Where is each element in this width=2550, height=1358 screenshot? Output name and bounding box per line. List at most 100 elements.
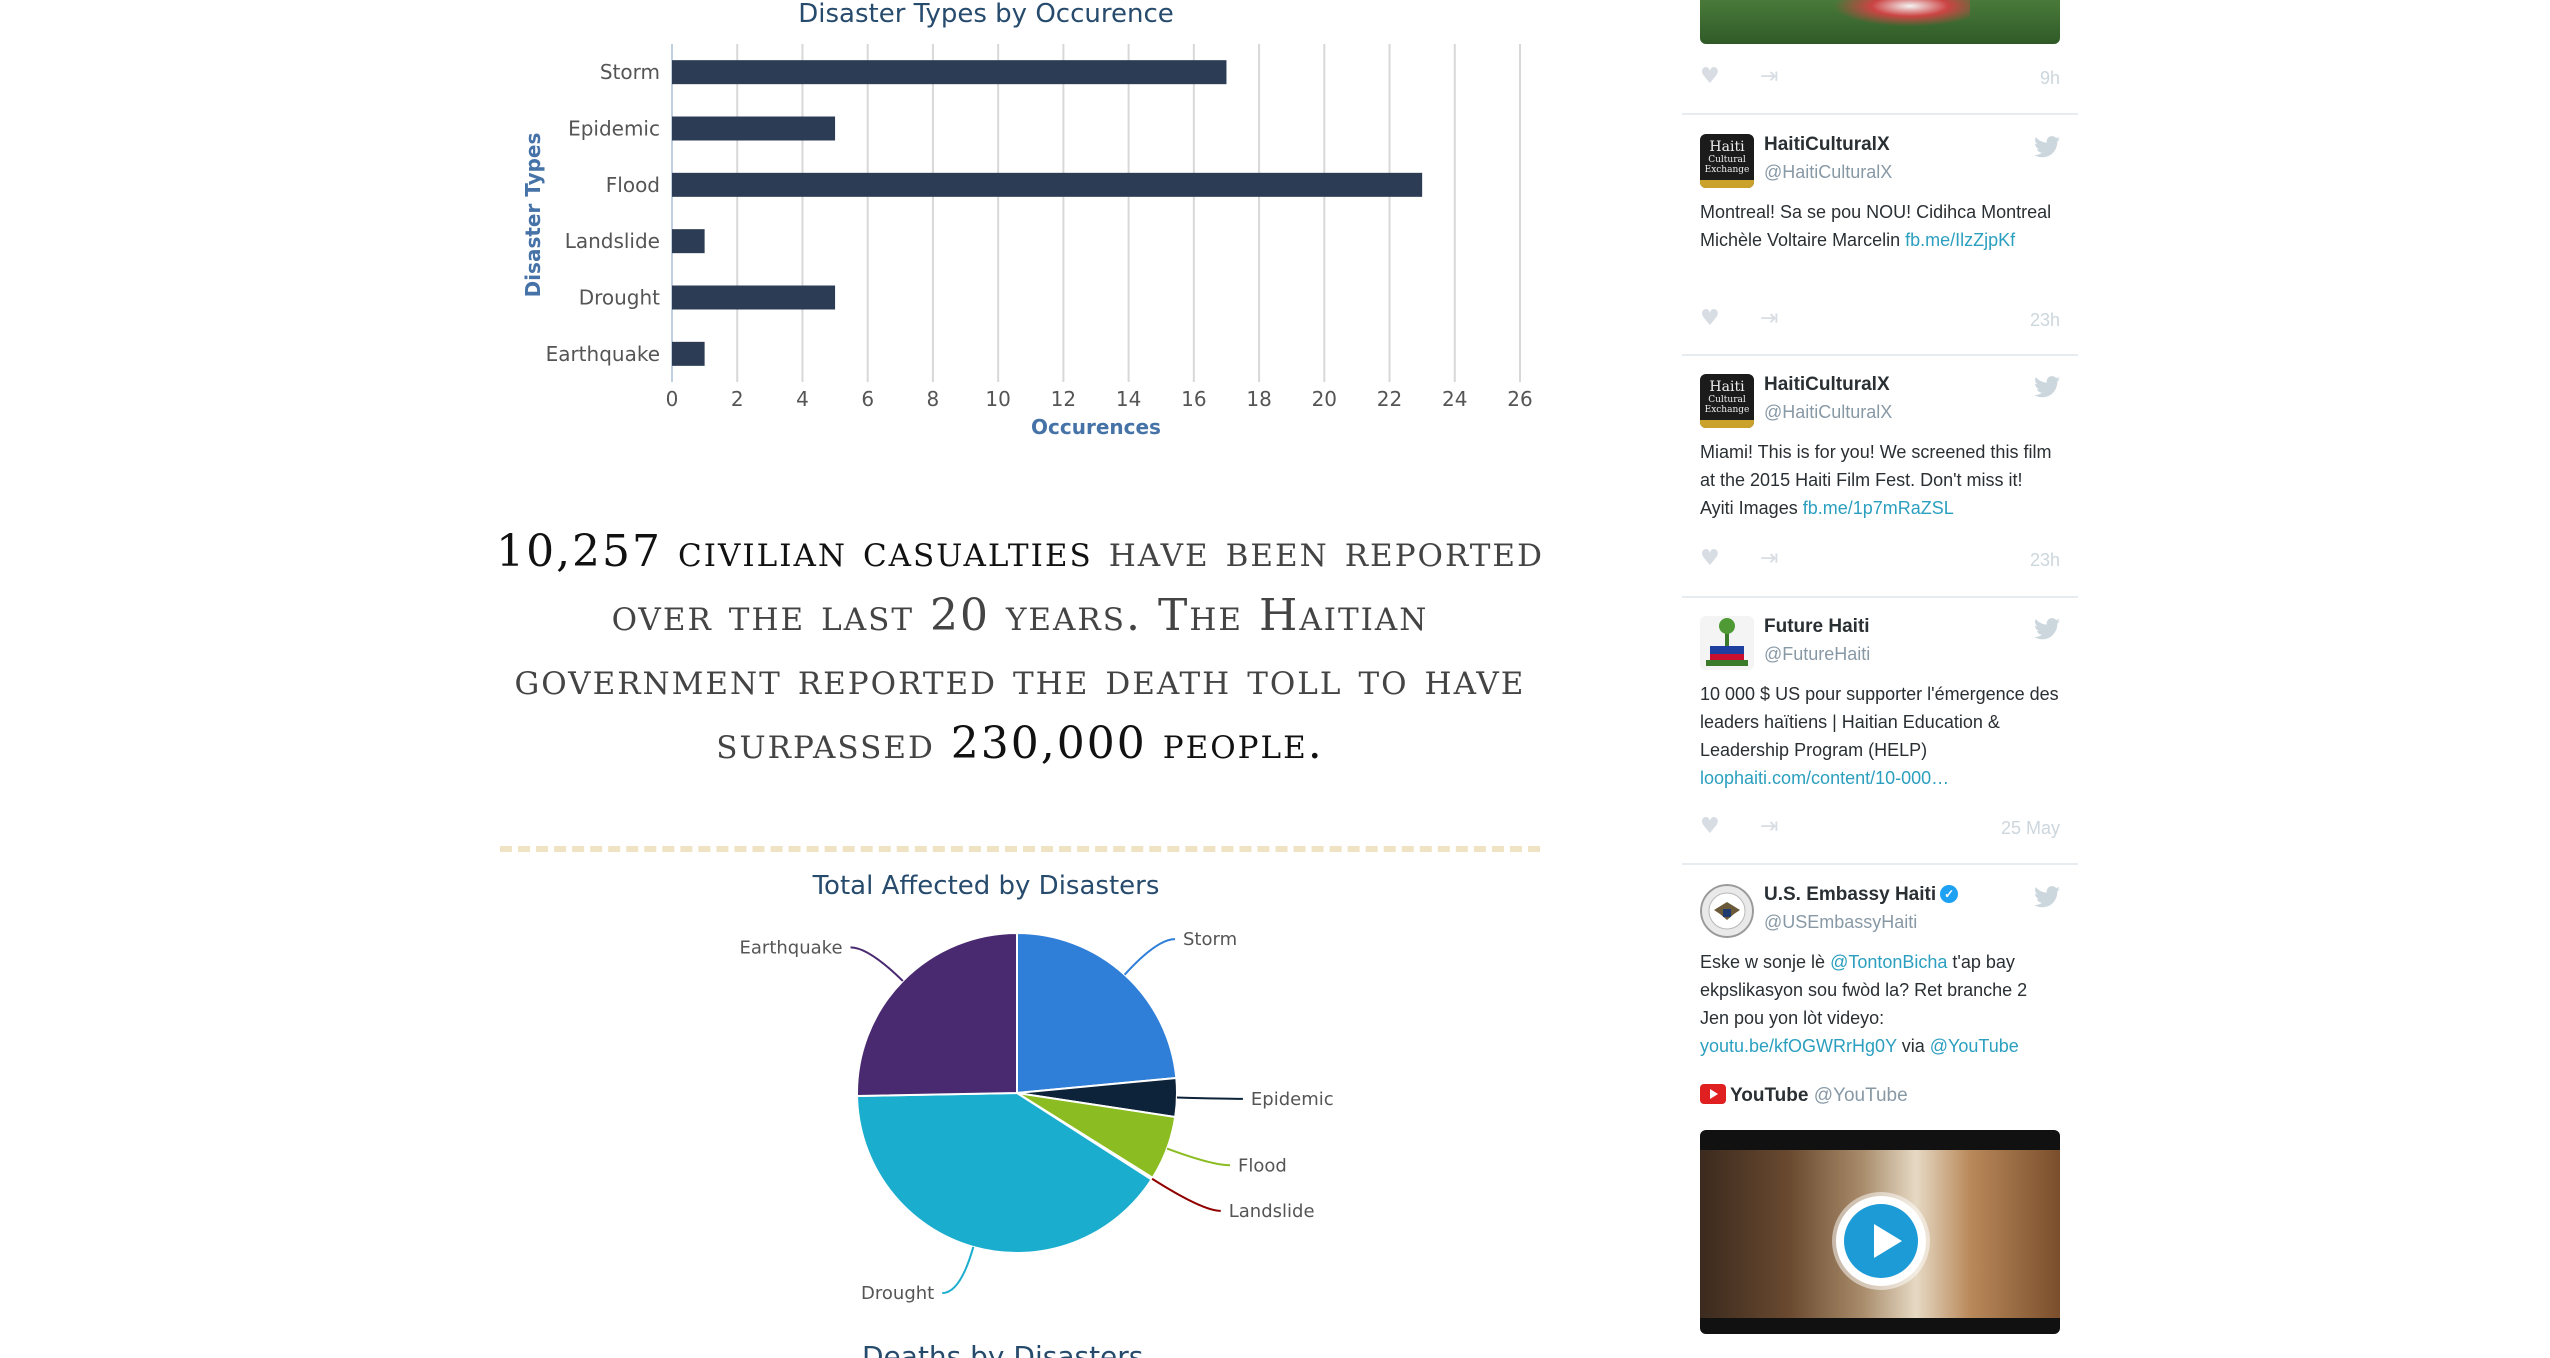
share-icon[interactable]: ⇥ [1760, 306, 1779, 331]
pie-connector [1176, 1096, 1243, 1100]
tweet-separator [1682, 596, 2078, 598]
pie-connector [850, 946, 904, 982]
tweet-link[interactable]: fb.me/IlzZjpKf [1905, 230, 2016, 250]
tweet-time[interactable]: 25 May [2000, 818, 2060, 838]
deaths-chart-title: Deaths by Disasters [862, 1340, 1144, 1358]
tweet-text: 10 000 $ US pour supporter l'émergence d… [1700, 684, 2059, 788]
y-category-label: Storm [600, 60, 660, 84]
x-tick-label: 2 [731, 387, 744, 411]
x-tick-label: 26 [1507, 387, 1532, 411]
haiti-coat-of-arms-icon [1700, 616, 1754, 670]
tweet-link[interactable]: fb.me/1p7mRaZSL [1802, 498, 1954, 518]
tweet[interactable]: U.S. Embassy Haiti ✓ @USEmbassyHaiti Eske… [1700, 884, 2060, 1344]
youtube-card-header[interactable]: YouTube @YouTube [1700, 1084, 1908, 1107]
x-tick-label: 6 [861, 387, 874, 411]
tweet-text: Miami! This is for you! We screened this… [1700, 442, 2052, 518]
bar-flood[interactable] [672, 172, 1423, 197]
bar-landslide[interactable] [672, 229, 705, 254]
tweet-separator [1682, 863, 2078, 865]
tweet-author-name[interactable]: HaitiCulturalX [1764, 374, 1890, 395]
share-icon[interactable]: ⇥ [1760, 546, 1779, 571]
tweet-author-handle[interactable]: @HaitiCulturalX [1764, 402, 1893, 422]
pie-slice-earthquake[interactable] [856, 931, 1018, 1098]
occurrence-bar-chart: Disaster Types by Occurence 0 2 4 6 8 10 12 14 1… [521, 0, 1533, 439]
twitter-bird-icon[interactable] [2034, 886, 2060, 908]
card-author-handle[interactable]: @YouTube [1813, 1085, 1908, 1106]
twitter-bird-icon[interactable] [2034, 618, 2060, 640]
tweet-author-handle[interactable]: @FutureHaiti [1764, 644, 1871, 664]
avatar[interactable]: Haiti Cultural Exchange [1700, 134, 1754, 188]
twitter-bird-icon[interactable] [2034, 376, 2060, 398]
tweet[interactable]: Haiti Cultural Exchange HaitiCulturalX @… [1700, 134, 2060, 334]
video-player[interactable] [1700, 1130, 2060, 1334]
tweet-author-name[interactable]: Future Haiti [1764, 616, 1870, 637]
tweet-text: Eske w sonje lè @TontonBicha t'ap bay ek… [1700, 952, 2028, 1056]
pie-connector [942, 1246, 975, 1295]
twitter-feed[interactable]: ♥ ⇥ 9h Haiti Cultural Exchange HaitiCult… [1682, 0, 2078, 1358]
tweet-link[interactable]: loophaiti.com/content/10-000… [1700, 768, 1950, 788]
y-category-label: Epidemic [568, 117, 660, 141]
bar-earthquake[interactable] [672, 341, 705, 366]
tweet-time[interactable]: 9h [2039, 68, 2060, 88]
x-tick-label: 14 [1116, 387, 1141, 411]
card-author-name[interactable]: YouTube [1730, 1085, 1809, 1106]
tweet[interactable]: Future Haiti @FutureHaiti 10 000 $ US po… [1700, 616, 2060, 856]
y-category-label: Drought [579, 286, 660, 310]
share-icon[interactable]: ⇥ [1760, 814, 1779, 839]
casualty-count: 10,257 civilian casualties [496, 526, 1093, 577]
pie-chart-slices [856, 931, 1178, 1254]
bar-chart-bars [672, 60, 1423, 366]
bar-chart-y-axis-title: Disaster Types [521, 133, 545, 298]
pie-label: Epidemic [1251, 1089, 1334, 1110]
tweet-actions: ♥ ⇥ 23h [1700, 306, 2060, 336]
x-tick-label: 4 [796, 387, 809, 411]
heart-icon[interactable]: ♥ [1700, 814, 1720, 839]
tweet-time[interactable]: 23h [2029, 310, 2060, 330]
bar-chart-grid [671, 44, 1521, 382]
share-icon[interactable]: ⇥ [1760, 64, 1779, 89]
play-icon[interactable] [1836, 1196, 1926, 1286]
tweet-actions: ♥ ⇥ 23h [1700, 546, 2060, 576]
x-tick-label: 18 [1246, 387, 1271, 411]
tweet-link[interactable]: youtu.be/kfOGWRrHg0Y [1700, 1036, 1897, 1056]
heart-icon[interactable]: ♥ [1700, 306, 1720, 331]
y-category-label: Landslide [565, 229, 660, 253]
tweet-text: Montreal! Sa se pou NOU! Cidihca Montrea… [1700, 202, 2052, 250]
x-tick-label: 0 [666, 387, 679, 411]
avatar[interactable] [1700, 884, 1754, 938]
avatar[interactable] [1700, 616, 1754, 670]
pie-connector [1166, 1147, 1231, 1167]
bar-chart-title: Disaster Types by Occurence [798, 0, 1174, 29]
pie-connector [1151, 1177, 1221, 1212]
x-tick-label: 8 [927, 387, 940, 411]
tweet-mention[interactable]: @TontonBicha [1830, 952, 1948, 972]
avatar[interactable]: Haiti Cultural Exchange [1700, 374, 1754, 428]
heart-icon[interactable]: ♥ [1700, 64, 1720, 89]
pie-label: Storm [1183, 929, 1237, 950]
tweet[interactable]: Haiti Cultural Exchange HaitiCulturalX @… [1700, 374, 2060, 574]
bar-chart-x-ticks: 0 2 4 6 8 10 12 14 16 18 20 22 24 26 [666, 387, 1533, 411]
casualty-statement: 10,257 civilian casualties have been rep… [480, 520, 1560, 776]
pie-slice-storm[interactable] [1016, 931, 1178, 1095]
tweet-via-link[interactable]: @YouTube [1929, 1036, 2019, 1056]
pie-slice-drought[interactable] [856, 1091, 1153, 1254]
bar-storm[interactable] [672, 60, 1227, 85]
pie-chart-title: Total Affected by Disasters [812, 871, 1160, 901]
tweet-separator [1682, 354, 2078, 356]
tweet-media-image[interactable] [1700, 0, 2060, 44]
tweet-author-name[interactable]: HaitiCulturalX [1764, 134, 1890, 155]
x-tick-label: 20 [1312, 387, 1337, 411]
twitter-bird-icon[interactable] [2034, 136, 2060, 158]
y-category-label: Flood [606, 173, 660, 197]
tweet-author-handle[interactable]: @HaitiCulturalX [1764, 162, 1893, 182]
tweet-time[interactable]: 23h [2029, 550, 2060, 570]
bar-epidemic[interactable] [672, 116, 836, 141]
x-tick-label: 24 [1442, 387, 1467, 411]
tweet-author-handle[interactable]: @USEmbassyHaiti [1764, 912, 1918, 932]
y-category-label: Earthquake [546, 342, 660, 366]
pie-connector [1123, 938, 1176, 976]
heart-icon[interactable]: ♥ [1700, 546, 1720, 571]
bar-drought[interactable] [672, 285, 836, 310]
pie-label: Earthquake [740, 937, 843, 958]
tweet-author-name[interactable]: U.S. Embassy Haiti ✓ [1764, 884, 1959, 906]
